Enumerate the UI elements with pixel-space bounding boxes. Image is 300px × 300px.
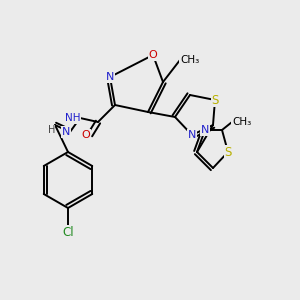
Text: CH₃: CH₃ [180,55,199,65]
Text: N: N [201,125,209,135]
Text: Cl: Cl [62,226,74,239]
Text: H: H [48,125,55,135]
Text: O: O [148,50,158,60]
Text: S: S [211,94,219,106]
Text: CH₃: CH₃ [232,117,251,127]
Text: N: N [188,130,196,140]
Text: O: O [81,130,90,140]
Text: N: N [61,127,70,137]
Text: NH: NH [64,113,80,123]
Text: N: N [106,72,114,82]
Text: S: S [224,146,232,158]
